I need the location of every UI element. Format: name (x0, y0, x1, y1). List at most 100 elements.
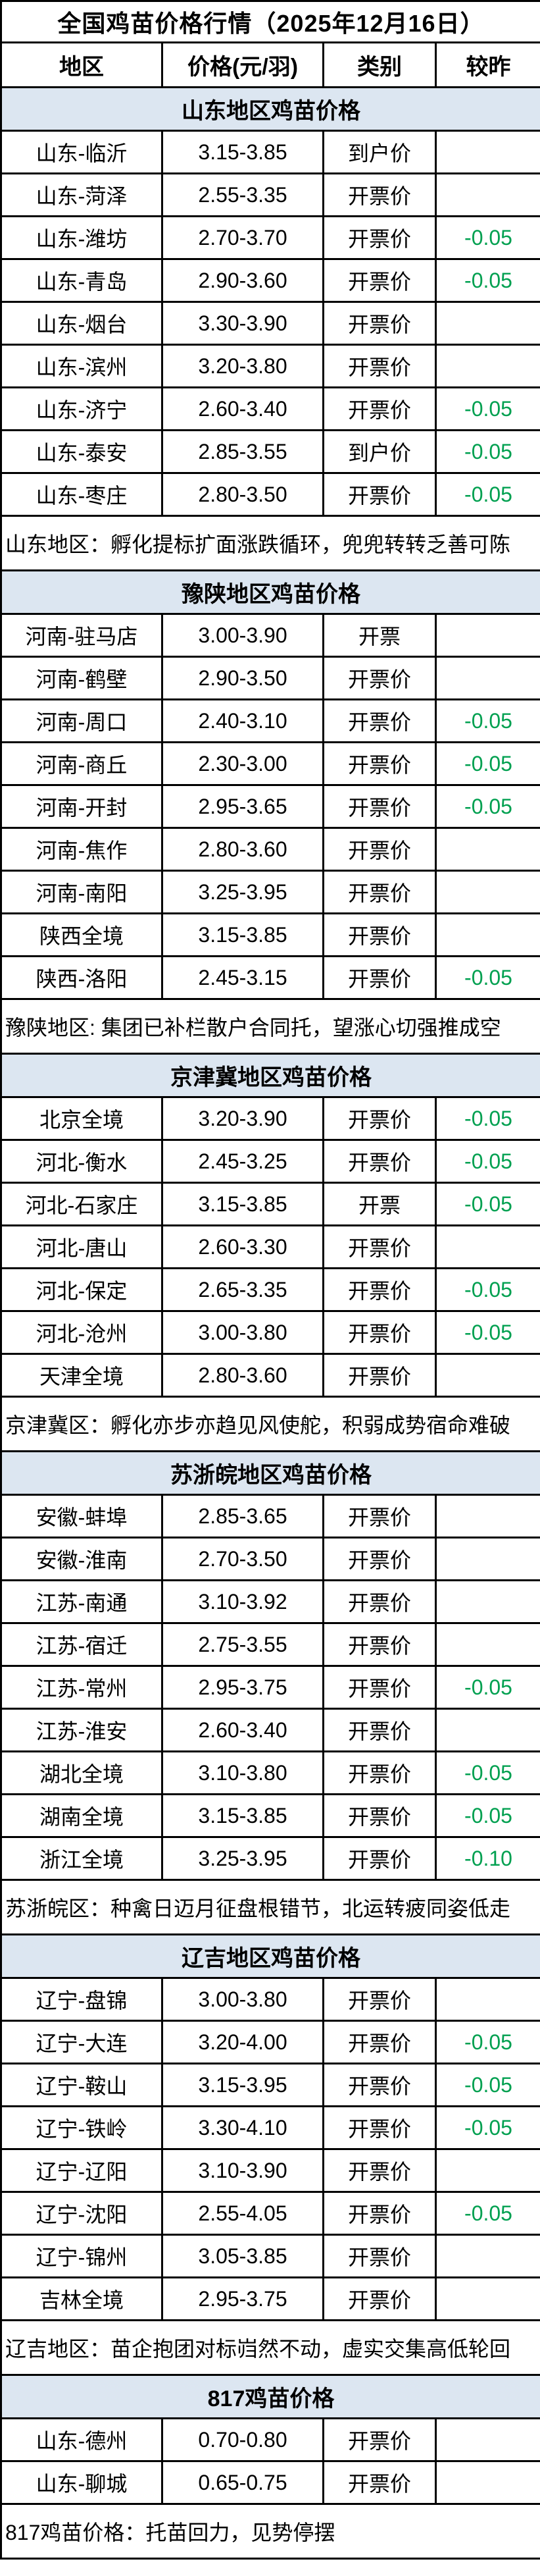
price-cell: 2.95-3.65 (161, 784, 324, 829)
price-cell: 2.60-3.40 (161, 386, 324, 431)
table-row: 河北-沧州 3.00-3.80 开票价 -0.05 (0, 1310, 540, 1355)
table-row: 山东-烟台 3.30-3.90 开票价 (0, 301, 540, 346)
region-cell: 陕西-洛阳 (0, 955, 163, 1000)
region-cell: 安徽-淮南 (0, 1537, 163, 1581)
change-cell: -0.10 (435, 1836, 540, 1881)
change-cell (435, 344, 540, 388)
table-row: 河南-南阳 3.25-3.95 开票价 (0, 870, 540, 914)
region-cell: 江苏-淮安 (0, 1708, 163, 1752)
table-row: 山东-潍坊 2.70-3.70 开票价 -0.05 (0, 215, 540, 260)
category-cell: 开票价 (322, 1537, 437, 1581)
section-header: 苏浙皖地区鸡苗价格 (0, 1450, 540, 1496)
category-cell: 开票价 (322, 1224, 437, 1269)
table-row: 山东-聊城 0.65-0.75 开票价 (0, 2460, 540, 2505)
table-row: 辽宁-锦州 3.05-3.85 开票价 (0, 2234, 540, 2278)
region-cell: 山东-泰安 (0, 429, 163, 474)
price-cell: 3.15-3.85 (161, 1182, 324, 1226)
category-cell: 开票价 (322, 2020, 437, 2064)
category-cell: 开票价 (322, 741, 437, 786)
page-title: 全国鸡苗价格行情（2025年12月16日） (0, 0, 540, 43)
category-cell: 开票价 (322, 2234, 437, 2278)
category-cell: 开票价 (322, 1267, 437, 1312)
change-cell: -0.05 (435, 1793, 540, 1838)
change-cell (435, 613, 540, 658)
change-cell: -0.05 (435, 1750, 540, 1795)
table-row: 辽宁-沈阳 2.55-4.05 开票价 -0.05 (0, 2191, 540, 2236)
region-cell: 陕西全境 (0, 912, 163, 957)
change-cell: -0.05 (435, 1267, 540, 1312)
change-cell (435, 172, 540, 217)
category-cell: 开票价 (322, 172, 437, 217)
region-cell: 河南-周口 (0, 698, 163, 743)
table-row: 江苏-南通 3.10-3.92 开票价 (0, 1579, 540, 1624)
section-header: 豫陕地区鸡苗价格 (0, 569, 540, 615)
table-row: 辽宁-盘锦 3.00-3.80 开票价 (0, 1977, 540, 2022)
col-header-price: 价格(元/羽) (161, 41, 324, 88)
table-row: 河南-驻马店 3.00-3.90 开票 (0, 613, 540, 658)
category-cell: 开票价 (322, 1353, 437, 1398)
section-note-row: 817鸡苗价格：托苗回力，见势停摆 (0, 2503, 540, 2560)
change-cell (435, 301, 540, 346)
price-cell: 3.25-3.95 (161, 870, 324, 914)
region-cell: 天津全境 (0, 1353, 163, 1398)
region-cell: 山东-聊城 (0, 2460, 163, 2505)
price-cell: 3.25-3.95 (161, 1836, 324, 1881)
price-cell: 3.15-3.85 (161, 130, 324, 174)
section-header-row: 豫陕地区鸡苗价格 (0, 569, 540, 615)
section-header: 山东地区鸡苗价格 (0, 86, 540, 132)
region-cell: 山东-济宁 (0, 386, 163, 431)
change-cell: -0.05 (435, 386, 540, 431)
change-cell: -0.05 (435, 1139, 540, 1184)
table-row: 河南-开封 2.95-3.65 开票价 -0.05 (0, 784, 540, 829)
change-cell (435, 130, 540, 174)
table-row: 山东-临沂 3.15-3.85 到户价 (0, 130, 540, 174)
region-cell: 江苏-南通 (0, 1579, 163, 1624)
category-cell: 开票价 (322, 1793, 437, 1838)
table-row: 安徽-淮南 2.70-3.50 开票价 (0, 1537, 540, 1581)
region-cell: 辽宁-铁岭 (0, 2105, 163, 2150)
table-row: 江苏-常州 2.95-3.75 开票价 -0.05 (0, 1665, 540, 1710)
category-cell: 开票价 (322, 215, 437, 260)
section-header-row: 苏浙皖地区鸡苗价格 (0, 1450, 540, 1496)
table-row: 山东-德州 0.70-0.80 开票价 (0, 2417, 540, 2462)
price-cell: 3.20-4.00 (161, 2020, 324, 2064)
category-cell: 开票价 (322, 870, 437, 914)
price-cell: 2.90-3.60 (161, 258, 324, 303)
section-note-row: 豫陕地区: 集团已补栏散户合同托，望涨心切强推成空 (0, 998, 540, 1055)
region-cell: 湖北全境 (0, 1750, 163, 1795)
table-row: 山东-泰安 2.85-3.55 到户价 -0.05 (0, 429, 540, 474)
table-row: 河北-唐山 2.60-3.30 开票价 (0, 1224, 540, 1269)
section-header-row: 817鸡苗价格 (0, 2374, 540, 2419)
region-cell: 山东-烟台 (0, 301, 163, 346)
category-cell: 开票 (322, 1182, 437, 1226)
section-header-row: 京津冀地区鸡苗价格 (0, 1053, 540, 1098)
category-cell: 开票价 (322, 1310, 437, 1355)
change-cell (435, 1494, 540, 1538)
category-cell: 开票价 (322, 1977, 437, 2022)
region-cell: 江苏-宿迁 (0, 1622, 163, 1667)
change-cell: -0.05 (435, 2191, 540, 2236)
change-cell (435, 1977, 540, 2022)
category-cell: 到户价 (322, 429, 437, 474)
category-cell: 开票 (322, 613, 437, 658)
price-cell: 3.10-3.80 (161, 1750, 324, 1795)
section-header-row: 山东地区鸡苗价格 (0, 86, 540, 132)
category-cell: 开票价 (322, 2276, 437, 2321)
region-cell: 河北-唐山 (0, 1224, 163, 1269)
price-cell: 3.20-3.80 (161, 344, 324, 388)
region-cell: 辽宁-大连 (0, 2020, 163, 2064)
category-cell: 开票价 (322, 258, 437, 303)
price-cell: 3.10-3.90 (161, 2148, 324, 2193)
section-note: 苏浙皖区：种禽日迈月征盘根错节，北运转疲同姿低走 (0, 1879, 540, 1935)
region-cell: 山东-潍坊 (0, 215, 163, 260)
change-cell (435, 2148, 540, 2193)
change-cell: -0.05 (435, 1665, 540, 1710)
region-cell: 山东-德州 (0, 2417, 163, 2462)
change-cell (435, 827, 540, 872)
price-cell: 2.85-3.55 (161, 429, 324, 474)
col-header-category: 类别 (322, 41, 437, 88)
change-cell (435, 2276, 540, 2321)
category-cell: 开票价 (322, 1708, 437, 1752)
price-cell: 2.60-3.40 (161, 1708, 324, 1752)
